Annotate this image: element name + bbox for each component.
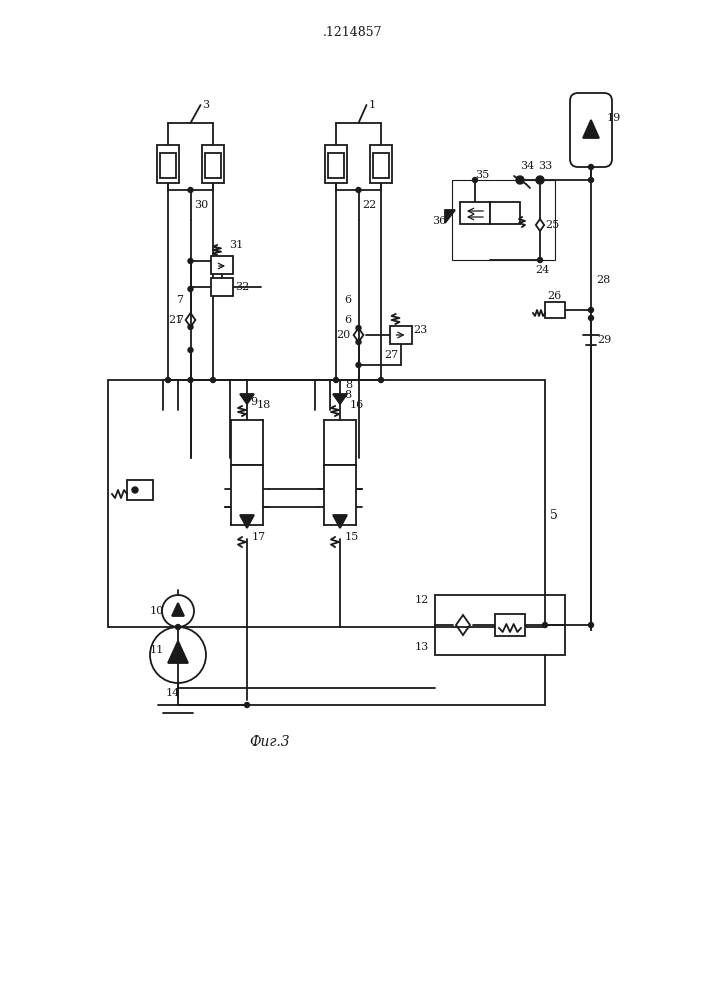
Text: 15: 15 [345, 532, 359, 542]
Polygon shape [172, 603, 184, 616]
Text: 30: 30 [194, 200, 209, 210]
Polygon shape [445, 210, 455, 223]
Polygon shape [333, 394, 347, 404]
Text: 36: 36 [432, 216, 446, 226]
Text: 32: 32 [235, 282, 250, 292]
Bar [157, 145, 179, 183]
Text: .1214857: .1214857 [323, 26, 382, 39]
Circle shape [536, 176, 544, 184]
Text: 21: 21 [168, 315, 182, 325]
Text: 6: 6 [344, 315, 351, 325]
Polygon shape [583, 120, 599, 138]
Circle shape [588, 178, 593, 182]
Text: 11: 11 [150, 645, 164, 655]
Text: 9: 9 [250, 397, 257, 407]
Polygon shape [240, 515, 254, 528]
Bar [328, 153, 344, 178]
Circle shape [588, 164, 593, 169]
Circle shape [188, 188, 193, 192]
Circle shape [356, 188, 361, 192]
Text: 19: 19 [607, 113, 621, 123]
Circle shape [165, 377, 170, 382]
Circle shape [537, 178, 542, 182]
Text: 26: 26 [547, 291, 561, 301]
Text: 28: 28 [596, 275, 610, 285]
Polygon shape [168, 641, 188, 663]
Text: 14: 14 [166, 688, 180, 698]
Bar [370, 145, 392, 183]
Text: 7: 7 [177, 315, 184, 325]
Polygon shape [240, 394, 254, 404]
Circle shape [356, 362, 361, 367]
Text: 7: 7 [177, 295, 184, 305]
Bar [127, 480, 153, 500]
Text: 3: 3 [202, 100, 209, 110]
Circle shape [472, 178, 477, 182]
Circle shape [588, 622, 593, 628]
Bar [231, 465, 263, 525]
Bar [490, 202, 520, 224]
Circle shape [542, 622, 547, 628]
Circle shape [356, 340, 361, 344]
Text: 34: 34 [520, 161, 534, 171]
Bar [495, 614, 525, 636]
Text: 23: 23 [414, 325, 428, 335]
Text: 8: 8 [346, 380, 353, 390]
Polygon shape [333, 515, 347, 528]
Bar [435, 595, 565, 655]
Bar [202, 145, 224, 183]
Circle shape [245, 702, 250, 708]
Bar [324, 465, 356, 525]
Circle shape [356, 326, 361, 330]
Text: 22: 22 [363, 200, 377, 210]
Circle shape [516, 176, 524, 184]
Circle shape [188, 377, 193, 382]
Bar [231, 420, 263, 465]
Text: 29: 29 [597, 335, 612, 345]
Bar [545, 302, 565, 318]
Text: 17: 17 [252, 532, 266, 542]
Text: 8: 8 [344, 390, 351, 400]
Bar [460, 202, 490, 224]
Text: 31: 31 [229, 240, 243, 250]
Text: 25: 25 [545, 220, 559, 230]
Text: 18: 18 [257, 400, 271, 410]
Circle shape [132, 487, 138, 493]
Bar [325, 145, 347, 183]
Text: 33: 33 [538, 161, 552, 171]
Circle shape [334, 377, 339, 382]
Bar [108, 380, 545, 627]
Bar [211, 278, 233, 296]
Circle shape [188, 286, 193, 292]
Text: 16: 16 [350, 400, 364, 410]
Circle shape [588, 308, 593, 312]
Circle shape [188, 258, 193, 263]
Bar [324, 420, 356, 465]
Circle shape [378, 377, 383, 382]
Text: 27: 27 [385, 350, 399, 360]
Text: Фиг.3: Фиг.3 [250, 735, 291, 749]
Text: 24: 24 [535, 265, 549, 275]
Text: 12: 12 [415, 595, 429, 605]
Circle shape [537, 257, 542, 262]
Circle shape [188, 348, 193, 353]
Bar [211, 256, 233, 274]
Text: 10: 10 [150, 606, 164, 616]
Bar [205, 153, 221, 178]
Text: 20: 20 [337, 330, 351, 340]
Text: 6: 6 [344, 295, 351, 305]
Text: 5: 5 [550, 509, 558, 522]
Bar [452, 180, 555, 260]
Text: 13: 13 [415, 642, 429, 652]
Circle shape [211, 377, 216, 382]
Text: 35: 35 [475, 170, 489, 180]
Circle shape [188, 324, 193, 330]
Text: 1: 1 [368, 100, 375, 110]
Bar [373, 153, 389, 178]
Circle shape [588, 316, 593, 320]
Bar [390, 326, 411, 344]
Bar [160, 153, 176, 178]
Circle shape [175, 624, 180, 630]
